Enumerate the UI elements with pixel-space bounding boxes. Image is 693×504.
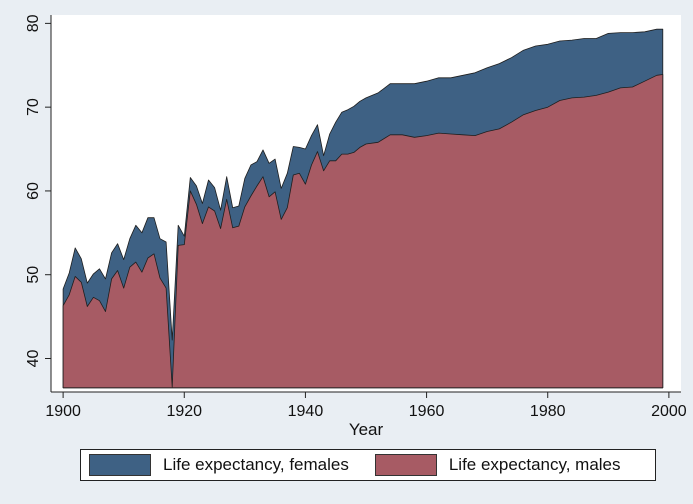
y-tick-label-70: 70: [25, 98, 42, 116]
x-axis: 1900 1920 1940 1960 1980 2000: [45, 391, 687, 420]
y-tick-label-60: 60: [25, 182, 42, 200]
legend-label-females: Life expectancy, females: [163, 455, 349, 474]
x-axis-title: Year: [349, 420, 384, 439]
legend-item-females: Life expectancy, females: [89, 454, 349, 476]
x-tick-label-1900: 1900: [45, 403, 81, 420]
legend-label-males: Life expectancy, males: [448, 455, 621, 474]
y-tick-label-80: 80: [25, 14, 42, 32]
x-tick-label-1940: 1940: [288, 403, 324, 420]
series-areas: [62, 28, 664, 389]
legend-item-males: Life expectancy, males: [374, 454, 621, 476]
x-tick-label-1980: 1980: [530, 403, 566, 420]
x-tick-label-1960: 1960: [409, 403, 445, 420]
y-axis: 40 50 60 70 80: [25, 14, 52, 392]
x-tick-label-1920: 1920: [166, 403, 202, 420]
legend-swatch-males: [374, 454, 437, 476]
x-tick-label-2000: 2000: [651, 403, 687, 420]
y-tick-label-50: 50: [25, 266, 42, 284]
area-males: [62, 74, 664, 389]
legend-swatch-females: [89, 454, 151, 476]
y-tick-label-40: 40: [25, 349, 42, 367]
legend: Life expectancy, females Life expectancy…: [80, 449, 656, 481]
area-chart: 40 50 60 70 80 1900 1920 1940 1960 1980 2000 Year: [25, 14, 687, 439]
